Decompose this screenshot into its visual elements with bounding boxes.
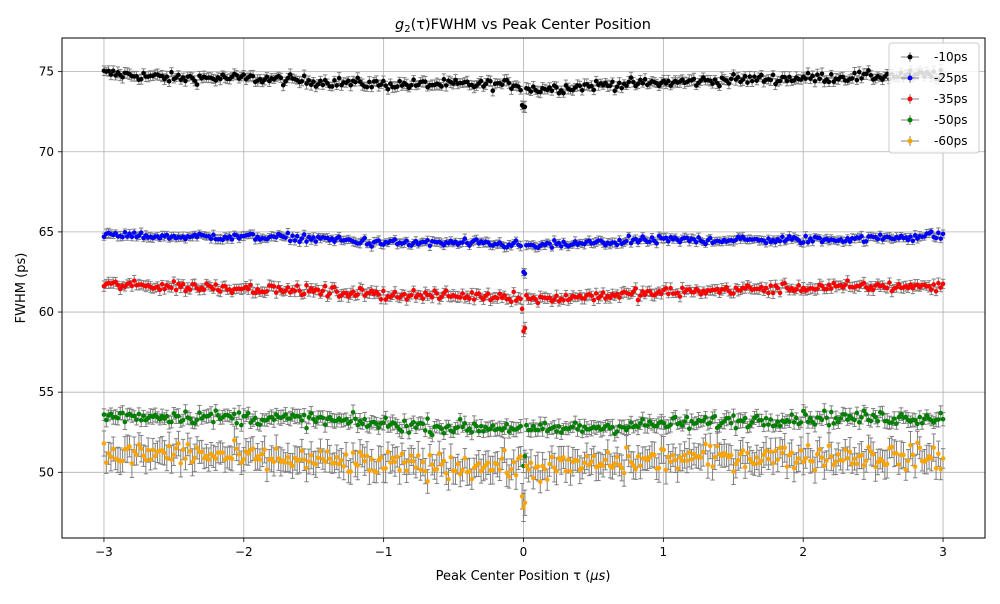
- chart-title: g2(τ)FWHM vs Peak Center Position: [395, 17, 651, 35]
